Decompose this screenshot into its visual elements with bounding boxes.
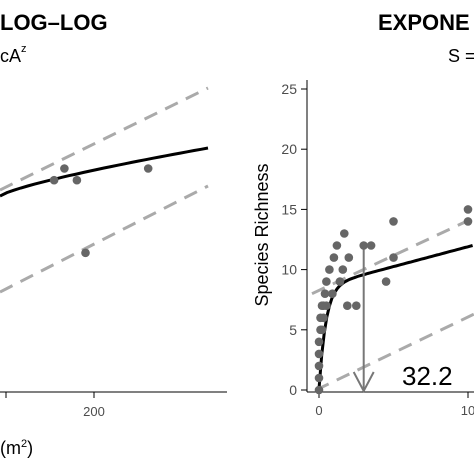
- right-x-tick-label-1: 10: [461, 403, 474, 418]
- x-label-suffix: ): [27, 438, 34, 458]
- right-data-point: [340, 229, 349, 238]
- right-data-point: [317, 325, 327, 335]
- right-panel-formula: S =: [448, 46, 474, 66]
- left-x-tick-label-0: 200: [83, 404, 105, 419]
- left-upper-interval-line: [0, 86, 209, 192]
- x-label-exponent: 2: [21, 438, 28, 450]
- right-annotation-value: 32.2: [402, 361, 453, 391]
- right-data-point: [328, 289, 337, 299]
- right-data-point: [314, 337, 324, 347]
- right-data-point: [322, 277, 331, 286]
- x-label-prefix: (m: [0, 438, 21, 458]
- right-data-point: [463, 205, 473, 214]
- right-data-point: [389, 217, 398, 226]
- right-x-tick-label-0: 0: [315, 403, 322, 418]
- right-data-point: [366, 241, 376, 250]
- right-y-axis-label: Species Richness: [252, 163, 272, 306]
- left-formula-exponent: z: [21, 43, 27, 55]
- right-data-point: [332, 241, 342, 250]
- right-data-point: [314, 361, 324, 371]
- left-formula-text: cA: [0, 46, 22, 66]
- right-data-point: [325, 265, 334, 274]
- right-arrow-head: [352, 371, 375, 394]
- right-y-tick-label-3: 15: [281, 201, 297, 217]
- right-data-point: [343, 301, 352, 311]
- right-data-point: [320, 289, 330, 299]
- right-data-point: [319, 313, 328, 323]
- left-panel-formula: cAz: [0, 43, 27, 67]
- left-data-point: [81, 248, 90, 258]
- left-data-point: [72, 175, 82, 185]
- left-data-point: [143, 164, 153, 173]
- right-data-point: [314, 373, 324, 383]
- right-data-point: [329, 253, 339, 262]
- right-y-tick-label-2: 10: [281, 262, 297, 278]
- right-data-point: [463, 217, 473, 226]
- right-data-point: [389, 253, 398, 262]
- right-data-point: [335, 277, 345, 286]
- right-data-point: [314, 349, 324, 359]
- right-data-point: [352, 301, 361, 311]
- right-lower-interval-line: [315, 312, 474, 392]
- right-data-point: [344, 253, 354, 262]
- right-y-tick-label-5: 25: [281, 81, 297, 97]
- right-y-tick-label-1: 5: [289, 322, 297, 338]
- right-fit-line: [317, 244, 474, 388]
- left-x-axis-label: (m2): [0, 438, 33, 459]
- right-panel-title: EXPONE: [378, 10, 470, 35]
- right-data-point: [381, 277, 391, 286]
- left-lower-interval-line: [0, 184, 209, 294]
- left-data-point: [60, 164, 69, 173]
- right-data-point: [322, 301, 331, 311]
- right-y-tick-label-4: 20: [281, 141, 297, 157]
- right-data-point: [314, 385, 324, 395]
- left-fit-line: [0, 146, 209, 198]
- left-panel-title: LOG–LOG: [0, 10, 108, 35]
- left-data-point: [49, 175, 59, 185]
- right-data-point: [359, 241, 369, 250]
- right-y-tick-label-0: 0: [289, 382, 297, 398]
- right-data-point: [338, 265, 348, 274]
